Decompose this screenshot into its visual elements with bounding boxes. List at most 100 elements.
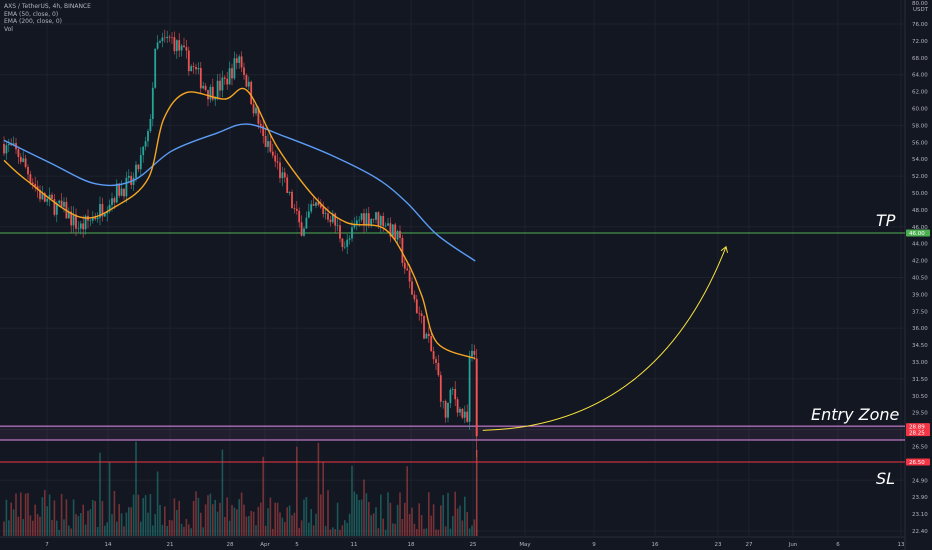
time-tick-label: Jun bbox=[788, 542, 798, 548]
candle bbox=[149, 114, 152, 133]
volume-bar bbox=[449, 528, 452, 536]
candle bbox=[406, 264, 409, 271]
volume-bar bbox=[29, 515, 32, 536]
candle bbox=[259, 119, 262, 134]
volume-bar bbox=[32, 520, 34, 536]
time-tick-label: 7 bbox=[45, 542, 49, 548]
time-tick-label: 23 bbox=[715, 542, 722, 548]
price-tick-label: 40.50 bbox=[912, 276, 928, 282]
price-tick-label: 42.00 bbox=[912, 259, 928, 265]
price-tick-label: 31.50 bbox=[912, 377, 928, 383]
candle bbox=[192, 62, 195, 74]
legend-ema-200[interactable]: EMA (200, close, 0) bbox=[4, 18, 63, 25]
volume-bar bbox=[185, 518, 188, 536]
candle bbox=[384, 222, 387, 228]
legend-volume[interactable]: Vol bbox=[4, 25, 13, 33]
volume-bar bbox=[171, 520, 173, 536]
candle bbox=[372, 218, 375, 224]
volume-bar bbox=[459, 505, 461, 536]
candle bbox=[305, 211, 308, 229]
volume-bar bbox=[149, 494, 152, 536]
candle bbox=[99, 196, 101, 226]
price-tick-label: 39.00 bbox=[912, 292, 928, 298]
volume-bar bbox=[46, 506, 48, 536]
candle bbox=[243, 62, 245, 80]
candle bbox=[387, 217, 389, 226]
svg-text:26.50: 26.50 bbox=[909, 460, 925, 466]
volume-bar bbox=[255, 525, 257, 536]
volume-bar bbox=[447, 492, 449, 536]
projection-arrow[interactable] bbox=[482, 246, 727, 431]
volume-bar bbox=[92, 499, 94, 536]
volume-bar bbox=[228, 520, 231, 536]
candle bbox=[51, 192, 53, 200]
candle bbox=[60, 193, 63, 207]
price-tick-label: 68.00 bbox=[912, 56, 928, 62]
candle bbox=[204, 82, 207, 92]
candle bbox=[339, 219, 341, 243]
volume-bar bbox=[214, 499, 216, 536]
volume-bar bbox=[56, 520, 58, 536]
time-tick-label: Apr bbox=[260, 542, 270, 548]
time-axis[interactable]: 7 14 21 28 Apr 5 11 18 25 May 9 16 23 27 Jun 6 13 bbox=[45, 542, 905, 548]
volume-bar bbox=[471, 525, 473, 536]
volume-bar bbox=[396, 504, 399, 536]
volume-bar bbox=[284, 522, 286, 536]
candle bbox=[22, 151, 25, 163]
time-tick-label: 25 bbox=[470, 542, 477, 548]
volume-bar bbox=[87, 510, 89, 536]
candle bbox=[365, 208, 368, 232]
volume-bar bbox=[173, 498, 176, 536]
volume-bar bbox=[442, 495, 444, 536]
legend-ema-50[interactable]: EMA (50, close, 0) bbox=[4, 10, 59, 18]
volume-bar bbox=[192, 500, 195, 536]
volume-bar bbox=[12, 509, 15, 536]
price-axis[interactable]: 80.00 USDT 76.00 72.00 68.00 64.00 62.00 60.0… bbox=[906, 1, 930, 535]
price-tick-label: 58.00 bbox=[912, 123, 928, 129]
volume-bar bbox=[125, 512, 128, 536]
volume-bar bbox=[204, 504, 207, 536]
volume-bar bbox=[312, 525, 315, 536]
volume-bar bbox=[291, 515, 293, 536]
time-tick-label: 21 bbox=[167, 542, 174, 548]
volume-bar bbox=[82, 504, 84, 536]
volume-bar bbox=[24, 493, 27, 536]
price-tick-label: 46.00 bbox=[912, 225, 928, 231]
volume-bar bbox=[183, 526, 185, 536]
time-tick-label: 28 bbox=[227, 542, 234, 548]
legend-symbol[interactable]: AXS / TetherUS, 4h, BINANCE bbox=[4, 3, 91, 10]
volume-bar bbox=[128, 507, 130, 536]
volume-bar bbox=[130, 507, 132, 536]
ema-50-line bbox=[3, 87, 476, 360]
candle bbox=[348, 235, 351, 245]
candle bbox=[3, 136, 5, 156]
candle bbox=[475, 348, 478, 458]
volume-bar bbox=[240, 492, 243, 536]
volume-bar bbox=[432, 504, 435, 536]
candle bbox=[418, 306, 421, 321]
volume-bars bbox=[3, 441, 478, 536]
candle bbox=[156, 35, 159, 51]
price-badge: 28.89 bbox=[906, 423, 930, 431]
candle bbox=[451, 386, 454, 395]
volume-bar bbox=[423, 528, 425, 536]
volume-bar bbox=[310, 509, 312, 536]
volume-bar bbox=[279, 512, 281, 536]
candle bbox=[228, 61, 231, 85]
price-levels[interactable] bbox=[0, 232, 905, 463]
price-tick-label: 23.10 bbox=[912, 512, 928, 518]
candle bbox=[307, 203, 310, 219]
candle bbox=[82, 215, 85, 238]
candle bbox=[435, 356, 437, 371]
volume-bar bbox=[51, 520, 53, 536]
volume-bar bbox=[147, 512, 149, 536]
volume-bar bbox=[327, 490, 329, 536]
volume-bar bbox=[336, 502, 339, 536]
volume-bar bbox=[324, 525, 327, 536]
candle bbox=[43, 191, 46, 203]
volume-bar bbox=[116, 521, 118, 536]
volume-bar bbox=[36, 514, 39, 536]
volume-bar bbox=[408, 513, 411, 536]
candle bbox=[255, 105, 257, 116]
